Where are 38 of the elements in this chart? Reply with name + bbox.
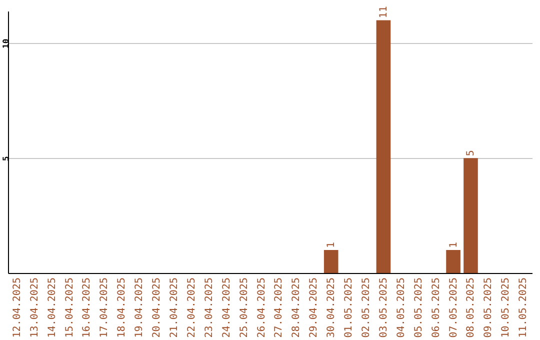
x-tick-label: 21.04.2025 [168, 278, 180, 338]
x-tick-label: 15.04.2025 [64, 278, 76, 338]
x-tick-label: 30.04.2025 [326, 278, 338, 338]
data-label: 5 [466, 150, 477, 156]
x-tick-label: 29.04.2025 [308, 278, 320, 338]
x-tick-label: 24.04.2025 [221, 278, 232, 338]
x-tick-label: 16.04.2025 [82, 278, 93, 338]
x-tick-label: 25.04.2025 [238, 278, 250, 338]
x-tick-label: 10.05.2025 [500, 278, 512, 338]
x-tick-label: 11.05.2025 [518, 278, 530, 338]
x-tick-label: 23.04.2025 [204, 278, 215, 338]
x-tick-label: 01.05.2025 [344, 278, 355, 338]
data-label: 11 [378, 6, 390, 18]
x-tick-label: 17.04.2025 [99, 278, 110, 338]
x-tick-label: 28.04.2025 [291, 278, 302, 338]
x-tick-label: 12.04.2025 [12, 278, 23, 338]
bar [464, 158, 478, 273]
x-tick-label: 09.05.2025 [483, 278, 494, 338]
x-tick-label: 20.04.2025 [152, 278, 163, 338]
x-tick-label: 02.05.2025 [361, 278, 372, 338]
x-tick-label: 18.04.2025 [116, 278, 128, 338]
x-tick-label: 27.04.2025 [274, 278, 285, 338]
data-label: 1 [448, 242, 460, 248]
x-tick-label: 07.05.2025 [448, 278, 460, 338]
x-tick-label: 14.04.2025 [46, 278, 58, 338]
x-tick-label: 26.04.2025 [256, 278, 268, 338]
x-tick-label: 04.05.2025 [396, 278, 407, 338]
x-tick-label: 19.04.2025 [134, 278, 146, 338]
x-tick-label: 08.05.2025 [466, 278, 477, 338]
data-label: 1 [326, 242, 338, 248]
bar [376, 20, 391, 273]
x-tick-label: 03.05.2025 [378, 278, 390, 338]
x-tick-label: 22.04.2025 [186, 278, 198, 338]
x-tick-label: 06.05.2025 [430, 278, 442, 338]
x-tick-label: 13.04.2025 [29, 278, 40, 338]
bar [324, 250, 338, 273]
x-tick-label: 05.05.2025 [413, 278, 424, 338]
bar [446, 250, 460, 273]
